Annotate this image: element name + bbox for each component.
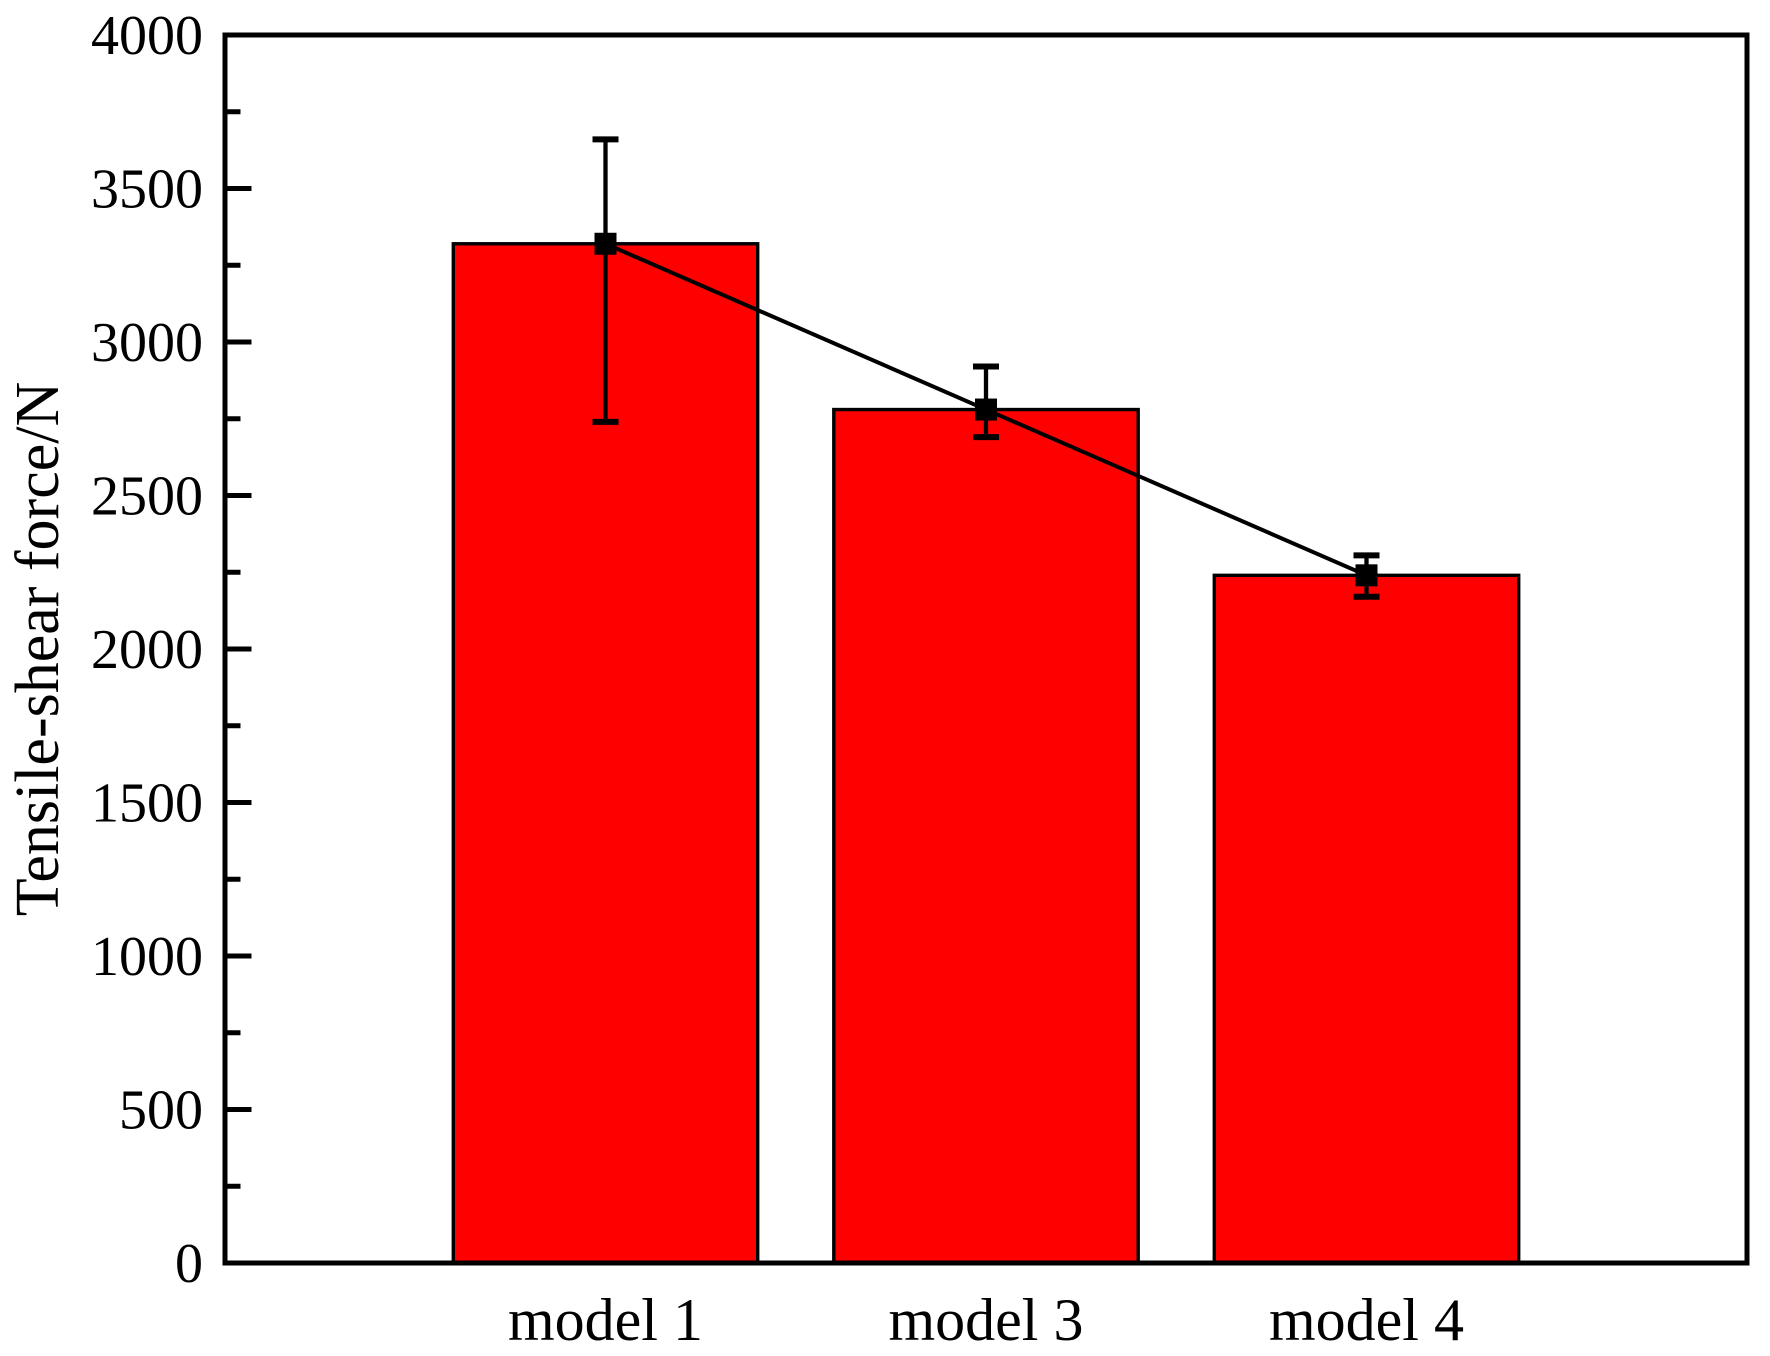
bar-2 [832,407,1140,1265]
y-tick-label: 500 [119,1080,203,1142]
y-tick-label: 2000 [91,619,203,681]
bar-3 [1212,573,1521,1265]
y-tick-label: 3500 [91,159,203,221]
y-tick-label: 1500 [91,773,203,835]
y-tick-label: 4000 [91,5,203,67]
plot-frame [222,32,1750,1266]
data-marker-2 [975,398,997,421]
x-category-label: model 1 [508,1287,703,1353]
data-marker-3 [1355,564,1378,587]
y-tick-label: 3000 [91,312,203,374]
y-tick-label: 0 [175,1233,203,1295]
y-axis-title: Tensile-shear force/N [4,382,72,916]
data-marker-1 [594,232,617,255]
y-tick-label: 2500 [91,466,203,528]
y-tick-label: 1000 [91,926,203,988]
x-category-label: model 3 [889,1287,1084,1353]
x-category-label: model 4 [1269,1287,1464,1353]
